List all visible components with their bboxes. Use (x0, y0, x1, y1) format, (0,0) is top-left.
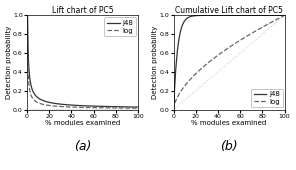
Legend: j48, log: j48, log (251, 89, 283, 107)
j48 (73, 104, 76, 106)
log (73, 106, 76, 108)
X-axis label: % modules examined: % modules examined (192, 120, 267, 126)
j48 (136, 106, 140, 108)
Line: j48: j48 (27, 15, 138, 107)
j48 (172, 108, 175, 111)
j48 (214, 14, 218, 16)
j48 (44, 101, 48, 103)
log (281, 15, 284, 18)
Legend: j48, log: j48, log (104, 17, 136, 36)
Y-axis label: Detection probability: Detection probability (152, 26, 158, 99)
X-axis label: % modules examined: % modules examined (45, 120, 120, 126)
log (269, 22, 272, 24)
j48 (283, 14, 287, 16)
log (214, 56, 218, 58)
j48 (184, 18, 188, 20)
j48 (38, 98, 41, 100)
log (172, 108, 175, 111)
log (283, 14, 287, 16)
Title: Lift chart of PC5: Lift chart of PC5 (52, 6, 113, 15)
Title: Cumulative Lift chart of PC5: Cumulative Lift chart of PC5 (175, 6, 283, 15)
Line: log: log (173, 15, 285, 109)
j48 (269, 14, 272, 16)
log (219, 52, 223, 54)
log (44, 104, 48, 106)
log (68, 106, 71, 108)
Text: (a): (a) (74, 140, 91, 153)
Y-axis label: Detection probability: Detection probability (6, 26, 12, 99)
Line: j48: j48 (173, 15, 285, 109)
j48 (281, 14, 284, 16)
j48 (122, 106, 126, 108)
log (191, 76, 195, 78)
log (134, 107, 138, 109)
log (136, 107, 140, 109)
j48 (134, 106, 138, 108)
j48 (191, 15, 195, 17)
j48 (68, 104, 71, 106)
j48 (25, 14, 29, 16)
log (25, 14, 29, 16)
j48 (219, 14, 223, 16)
log (38, 102, 41, 104)
Line: log: log (27, 15, 138, 108)
log (122, 107, 126, 109)
Text: (b): (b) (220, 140, 238, 153)
log (184, 83, 188, 85)
